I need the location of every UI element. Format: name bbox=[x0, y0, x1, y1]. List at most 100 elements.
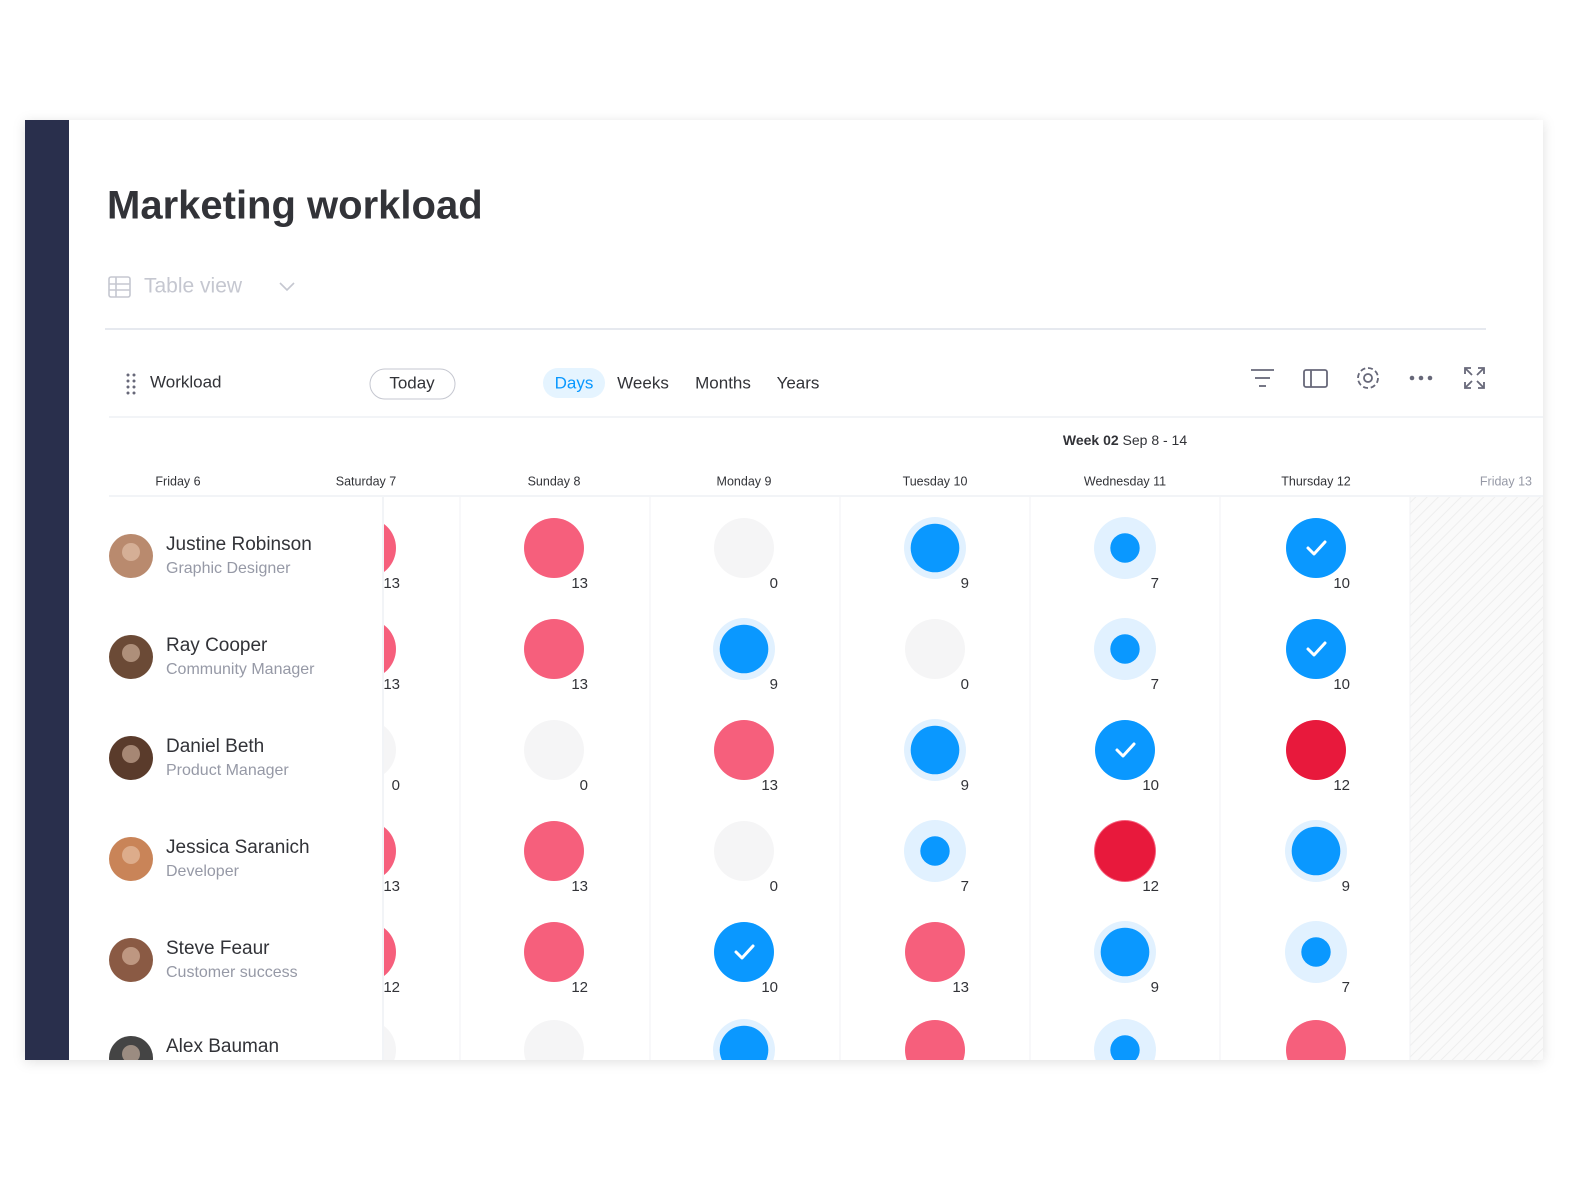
workload-dot bbox=[384, 524, 396, 572]
person-name: Steve Feaur bbox=[166, 938, 270, 959]
day-label: Tuesday 10 bbox=[903, 474, 968, 488]
view-dropdown[interactable] bbox=[279, 282, 295, 292]
workload-value: 9 bbox=[1342, 878, 1350, 895]
scale-tab[interactable]: Years bbox=[777, 373, 820, 392]
workload-dot bbox=[714, 720, 774, 780]
avatar-face bbox=[122, 644, 140, 662]
workload-value: 13 bbox=[383, 575, 400, 592]
workload-dot bbox=[1100, 927, 1150, 977]
view-selector[interactable]: Table view bbox=[144, 275, 243, 298]
today-button[interactable] bbox=[369, 368, 456, 400]
sidepanel-icon[interactable] bbox=[1303, 369, 1328, 388]
capacity-halo bbox=[714, 821, 774, 881]
day-label: Friday 13 bbox=[1480, 474, 1532, 488]
scale-tab-active[interactable] bbox=[543, 368, 605, 398]
workload-value: 13 bbox=[571, 676, 588, 693]
workload-value: 7 bbox=[1342, 979, 1350, 996]
workload-value: 12 bbox=[1142, 878, 1159, 895]
workload-dot bbox=[1301, 937, 1331, 967]
today-label[interactable]: Today bbox=[389, 373, 435, 392]
workload-dot bbox=[524, 518, 584, 578]
settings-icon[interactable] bbox=[1357, 367, 1379, 389]
workload-value: 13 bbox=[571, 878, 588, 895]
capacity-halo bbox=[524, 720, 584, 780]
workload-dot bbox=[524, 619, 584, 679]
workload-value: 10 bbox=[1333, 676, 1350, 693]
capacity-halo bbox=[384, 1026, 396, 1060]
workload-dot bbox=[1095, 821, 1155, 881]
capacity-halo bbox=[384, 726, 396, 774]
sidebar bbox=[25, 120, 69, 1060]
workload-value: 13 bbox=[571, 575, 588, 592]
workload-dot bbox=[920, 836, 950, 866]
avatar-face bbox=[122, 543, 140, 561]
avatar-face bbox=[122, 947, 140, 965]
workload-value: 10 bbox=[1333, 575, 1350, 592]
workload-dot bbox=[905, 1020, 965, 1060]
workload-dot bbox=[1286, 518, 1346, 578]
table-view-icon[interactable] bbox=[108, 276, 131, 298]
person-name: Justine Robinson bbox=[166, 534, 312, 555]
workload-value: 9 bbox=[961, 575, 969, 592]
workload-value: 7 bbox=[1151, 1077, 1159, 1094]
workload-value: 7 bbox=[1151, 676, 1159, 693]
workload-value: 0 bbox=[770, 878, 778, 895]
day-label: Monday 9 bbox=[717, 474, 772, 488]
workload-value: 10 bbox=[761, 979, 778, 996]
workload-value: 0 bbox=[392, 777, 400, 794]
workload-value: 7 bbox=[961, 878, 969, 895]
workload-value: 9 bbox=[961, 777, 969, 794]
person-role: Customer success bbox=[166, 964, 298, 981]
more-icon[interactable] bbox=[1409, 375, 1433, 381]
day-label: Sunday 8 bbox=[528, 474, 581, 488]
person-role: Graphic Designer bbox=[166, 560, 291, 577]
week-label: Week 02 Sep 8 - 14 bbox=[1063, 432, 1187, 448]
person-role: Community Manager bbox=[166, 661, 315, 678]
day-label: Wednesday 11 bbox=[1084, 474, 1166, 488]
workload-dot bbox=[905, 922, 965, 982]
workload-value: 12 bbox=[383, 979, 400, 996]
workload-dot bbox=[524, 821, 584, 881]
workload-value: 0 bbox=[961, 676, 969, 693]
avatar-face bbox=[122, 1045, 140, 1060]
workload-value: 10 bbox=[1142, 777, 1159, 794]
person-name: Ray Cooper bbox=[166, 635, 268, 656]
person-role: Product Manager bbox=[166, 762, 289, 779]
capacity-halo bbox=[905, 619, 965, 679]
workload-dot bbox=[719, 1025, 769, 1060]
week-range: Sep 8 - 14 bbox=[1123, 432, 1188, 448]
workload-dot bbox=[719, 624, 769, 674]
board-title: Marketing workload bbox=[107, 184, 483, 228]
workload-value: 0 bbox=[392, 1077, 400, 1094]
workload-value: 13 bbox=[383, 676, 400, 693]
scale-tab[interactable]: Months bbox=[695, 373, 751, 392]
avatar-face bbox=[122, 846, 140, 864]
scale-tab[interactable]: Days bbox=[555, 373, 594, 392]
workload-value: 0 bbox=[580, 777, 588, 794]
workload-dot bbox=[1095, 720, 1155, 780]
fullscreen-icon[interactable] bbox=[1464, 367, 1485, 389]
card bbox=[25, 120, 1543, 1060]
workload-dot bbox=[714, 922, 774, 982]
day-label: Thursday 12 bbox=[1281, 474, 1351, 488]
workload-value: 13 bbox=[383, 878, 400, 895]
workload-value: 12 bbox=[571, 979, 588, 996]
capacity-halo bbox=[524, 1020, 584, 1060]
workload-dot bbox=[1286, 619, 1346, 679]
person-role: Customer success bbox=[166, 1062, 298, 1079]
workload-value: 13 bbox=[761, 777, 778, 794]
filter-icon[interactable] bbox=[1251, 369, 1274, 387]
workload-dot bbox=[384, 928, 396, 976]
drag-handle[interactable] bbox=[126, 373, 136, 395]
workload-value: 7 bbox=[1151, 575, 1159, 592]
done-check bbox=[1306, 641, 1327, 657]
workload-value: 13 bbox=[952, 1077, 969, 1094]
day-label: Friday 6 bbox=[155, 474, 200, 488]
workload-dot bbox=[524, 922, 584, 982]
person-name: Jessica Saranich bbox=[166, 837, 310, 858]
workload-value: 0 bbox=[580, 1077, 588, 1094]
scale-tab[interactable]: Weeks bbox=[617, 373, 669, 392]
person-role: Developer bbox=[166, 863, 240, 880]
person-name: Alex Bauman bbox=[166, 1036, 279, 1057]
